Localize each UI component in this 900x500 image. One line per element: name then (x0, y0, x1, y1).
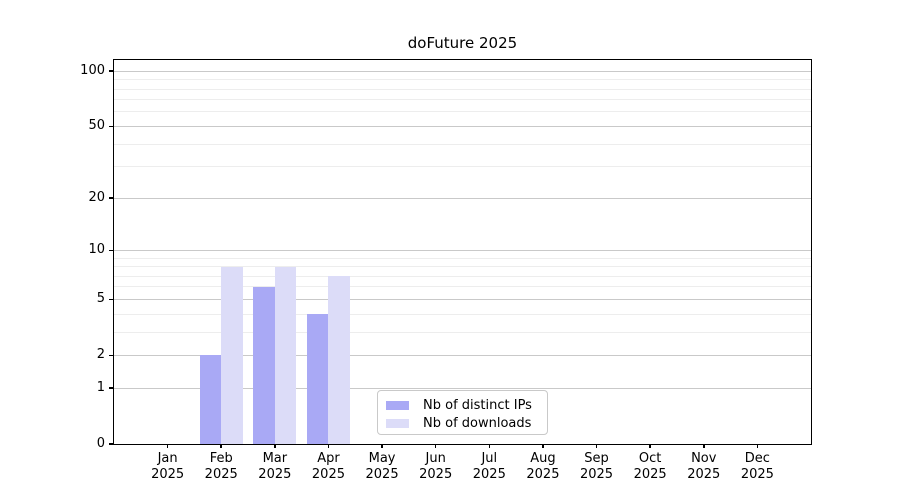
y-tick-label: 50 (88, 118, 105, 134)
bar-downloads (221, 266, 243, 444)
legend-swatch-distinct-ips (386, 400, 409, 410)
x-tick-label: Jan 2025 (151, 451, 185, 482)
y-tick-mark (109, 125, 113, 128)
x-tick-label: Sep 2025 (579, 451, 614, 482)
legend-swatch-downloads (386, 418, 409, 428)
x-tick-mark (274, 444, 276, 448)
minor-gridline (114, 143, 811, 145)
x-tick-label: Apr 2025 (311, 451, 345, 482)
x-tick-label: Oct 2025 (633, 451, 667, 482)
bar-distinct-ips (199, 355, 222, 444)
major-gridline (114, 125, 811, 127)
major-gridline (114, 354, 811, 356)
x-tick-label: May 2025 (365, 451, 399, 482)
bar-downloads (274, 266, 297, 444)
bar-distinct-ips (253, 286, 275, 444)
major-gridline (114, 249, 811, 251)
y-tick-label: 100 (80, 63, 105, 79)
x-tick-label: Aug 2025 (526, 451, 560, 482)
gridlines-layer (114, 60, 811, 444)
y-tick-label: 0 (96, 436, 105, 451)
chart-title: doFuture 2025 (407, 34, 518, 52)
legend-item-distinct-ips: Nb of distinct IPs (386, 396, 539, 414)
major-gridline (114, 70, 811, 72)
x-tick-mark (434, 444, 437, 448)
bars-layer (114, 60, 811, 444)
y-tick-mark (109, 354, 113, 356)
minor-gridline (114, 79, 811, 81)
y-tick-mark (109, 70, 113, 72)
x-tick-mark (381, 444, 383, 448)
x-tick-mark (703, 444, 705, 448)
x-tick-label: Jun 2025 (419, 451, 453, 482)
minor-gridline (114, 313, 811, 315)
x-tick-mark (327, 444, 330, 448)
x-tick-label: Mar 2025 (258, 451, 292, 482)
y-tick-label: 5 (96, 291, 105, 307)
legend: Nb of distinct IPs Nb of downloads (377, 390, 548, 435)
y-tick-mark (109, 298, 113, 300)
minor-gridline (114, 275, 811, 277)
y-tick-mark (109, 387, 113, 389)
minor-gridline (114, 331, 811, 333)
legend-label-downloads: Nb of downloads (423, 415, 532, 431)
x-tick-mark (488, 444, 491, 448)
x-tick-mark (595, 444, 598, 448)
x-tick-label: Dec 2025 (740, 451, 774, 482)
minor-gridline (114, 257, 811, 259)
x-tick-label: Jul 2025 (472, 451, 506, 482)
y-tick-label: 2 (96, 347, 105, 363)
y-tick-mark (109, 197, 113, 199)
bar-downloads (328, 276, 350, 444)
x-tick-mark (220, 444, 222, 448)
major-gridline (114, 387, 811, 389)
legend-item-downloads: Nb of downloads (386, 414, 539, 432)
x-tick-mark (542, 444, 544, 448)
bar-distinct-ips (307, 314, 329, 444)
y-tick-label: 10 (88, 242, 105, 258)
y-tick-mark (109, 249, 113, 252)
y-tick-mark (109, 443, 113, 445)
minor-gridline (114, 286, 811, 288)
minor-gridline (114, 99, 811, 101)
major-gridline (114, 298, 811, 300)
legend-label-distinct-ips: Nb of distinct IPs (423, 397, 532, 413)
x-tick-mark (756, 444, 759, 448)
minor-gridline (114, 166, 811, 168)
x-tick-mark (166, 444, 169, 448)
y-tick-label: 1 (96, 380, 105, 395)
x-tick-label: Nov 2025 (687, 451, 721, 482)
minor-gridline (114, 111, 811, 113)
plot-area: Nb of distinct IPs Nb of downloads (113, 59, 812, 445)
major-gridline (114, 197, 811, 199)
x-tick-mark (649, 444, 651, 448)
minor-gridline (114, 266, 811, 268)
x-tick-label: Feb 2025 (204, 451, 238, 482)
minor-gridline (114, 88, 811, 90)
y-tick-label: 20 (88, 190, 105, 206)
